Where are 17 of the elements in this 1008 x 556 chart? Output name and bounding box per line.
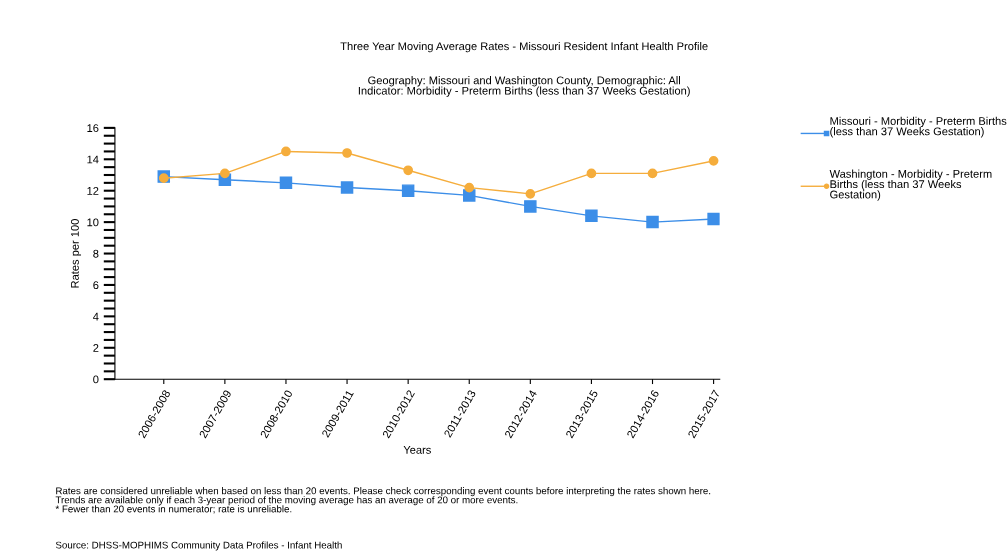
chart-title: Three Year Moving Average Rates - Missouri Resident Infant Health Profile — [340, 41, 708, 53]
y-tick-label: 4 — [93, 312, 99, 321]
legend-label: Missouri - Morbidity - Preterm Births (less than 37 Weeks Gestation) — [830, 116, 1007, 138]
y-tick-label: 0 — [93, 375, 99, 384]
legend-label: Washington - Morbidity - Preterm Births (less than 37 Weeks Gestation) — [829, 169, 992, 201]
y-tick-label: 6 — [93, 281, 99, 290]
text: Rates are considered unreliable when based on less than 20 events. Please check corresponding event counts before interpreting the rates shown here. Trends are available only if each 3-year period of the moving average has an average of 20 or more events. * Fewer than 20 events in numerator; rate is unreliable. — [55, 487, 711, 514]
y-tick-label: 2 — [93, 344, 99, 352]
y-tick-label: 8 — [93, 249, 99, 258]
y-tick-label: 10 — [87, 218, 99, 227]
source-note: Source: DHSS-MOPHIMS Community Data Profiles - Infant Health — [55, 541, 342, 551]
chart-subtitle: Geography: Missouri and Washington County, Demographic: All Indicator: Morbidity - Preterm Births (less than 37 Weeks Gestation) — [358, 76, 690, 97]
y-tick-label: 14 — [87, 155, 99, 164]
y-tick-label: 16 — [87, 124, 99, 133]
y-axis-title: Rates per 100 — [70, 219, 82, 288]
y-tick-label: 12 — [87, 186, 99, 195]
x-axis-title: Years — [403, 446, 431, 454]
